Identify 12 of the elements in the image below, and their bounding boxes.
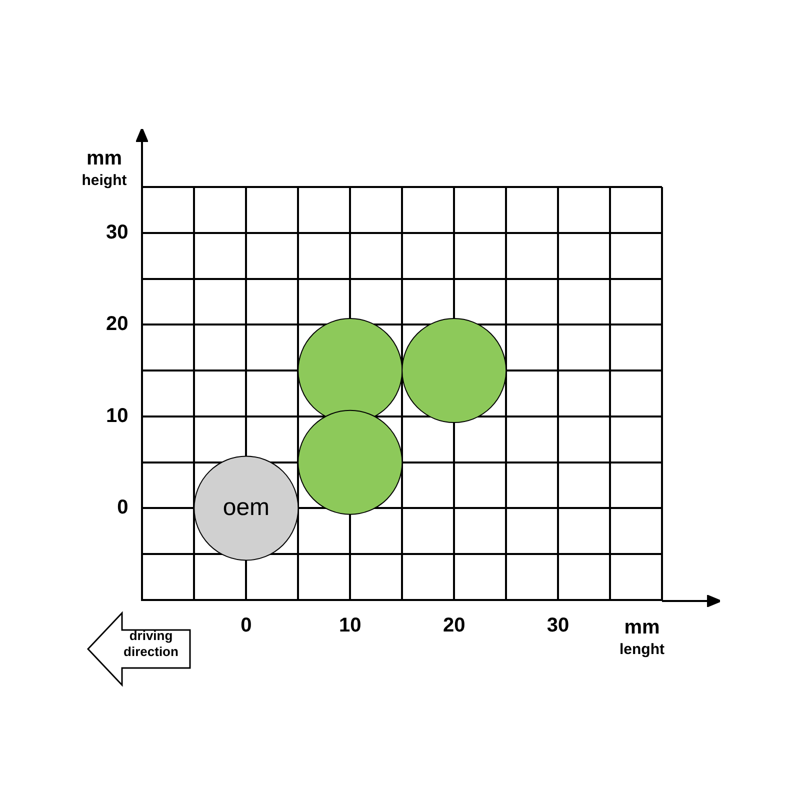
- x-tick-label: 30: [546, 614, 570, 637]
- x-tick-label: 10: [339, 614, 362, 637]
- x-axis-title: mm lenght: [620, 616, 664, 658]
- y-tick-label: 30: [106, 221, 128, 244]
- arrow-icon: driving direction: [86, 610, 192, 688]
- annotation: oem: [222, 494, 270, 521]
- x-tick-label: 20: [442, 614, 466, 637]
- y-tick-label: 0: [117, 496, 128, 519]
- y-tick-label: 20: [106, 313, 128, 336]
- y-axis-title: mm height: [82, 148, 127, 190]
- y-tick-label: 10: [106, 404, 128, 427]
- x-tick-label: 0: [240, 614, 252, 637]
